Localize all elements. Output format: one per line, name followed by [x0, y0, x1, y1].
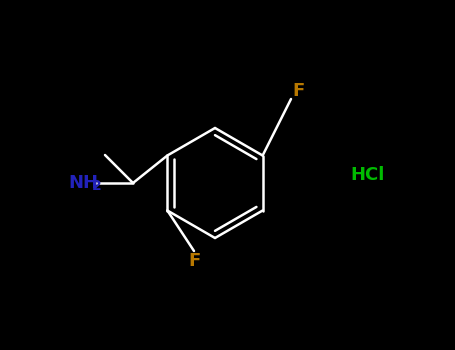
Text: HCl: HCl: [350, 166, 384, 184]
Text: 2: 2: [92, 179, 102, 193]
Text: NH: NH: [68, 174, 98, 192]
Text: F: F: [188, 252, 200, 270]
Text: F: F: [293, 82, 305, 100]
